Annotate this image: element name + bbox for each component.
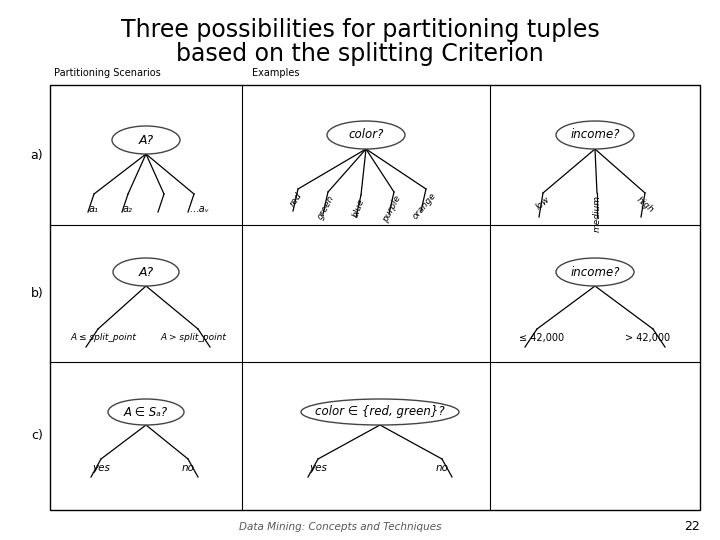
Text: yes: yes bbox=[92, 463, 110, 473]
Text: income?: income? bbox=[570, 129, 620, 141]
Text: color ∈ {red, green}?: color ∈ {red, green}? bbox=[315, 406, 445, 419]
Text: based on the splitting Criterion: based on the splitting Criterion bbox=[176, 42, 544, 66]
Text: purple: purple bbox=[381, 194, 402, 224]
Text: A > split_point: A > split_point bbox=[160, 333, 226, 342]
Text: c): c) bbox=[31, 429, 43, 442]
Text: yes: yes bbox=[309, 463, 327, 473]
Text: green: green bbox=[316, 194, 336, 221]
Ellipse shape bbox=[327, 121, 405, 149]
Ellipse shape bbox=[113, 258, 179, 286]
Ellipse shape bbox=[556, 258, 634, 286]
Text: color?: color? bbox=[348, 129, 384, 141]
Text: 22: 22 bbox=[684, 521, 700, 534]
Text: A ≤ split_point: A ≤ split_point bbox=[70, 333, 136, 342]
Text: high: high bbox=[634, 195, 655, 214]
Text: b): b) bbox=[31, 287, 43, 300]
Text: income?: income? bbox=[570, 266, 620, 279]
Text: Data Mining: Concepts and Techniques: Data Mining: Concepts and Techniques bbox=[239, 522, 441, 532]
Ellipse shape bbox=[556, 121, 634, 149]
Text: > 42,000: > 42,000 bbox=[626, 333, 670, 343]
Text: ≤ 42,000: ≤ 42,000 bbox=[519, 333, 564, 343]
Text: Examples: Examples bbox=[252, 68, 300, 78]
Text: A ∈ Sₐ?: A ∈ Sₐ? bbox=[124, 406, 168, 419]
Ellipse shape bbox=[112, 126, 180, 154]
Text: A?: A? bbox=[138, 266, 153, 279]
Text: a₂: a₂ bbox=[123, 204, 133, 214]
Text: low: low bbox=[534, 195, 552, 212]
Text: blue: blue bbox=[351, 197, 366, 218]
Text: a): a) bbox=[31, 148, 43, 161]
Text: …aᵥ: …aᵥ bbox=[189, 204, 209, 214]
Text: medium: medium bbox=[593, 195, 601, 232]
Text: orange: orange bbox=[410, 191, 438, 221]
Text: no: no bbox=[181, 463, 194, 473]
Text: red: red bbox=[288, 191, 304, 208]
Ellipse shape bbox=[108, 399, 184, 425]
Text: Three possibilities for partitioning tuples: Three possibilities for partitioning tup… bbox=[121, 18, 599, 42]
Text: a₁: a₁ bbox=[89, 204, 99, 214]
Text: A?: A? bbox=[138, 133, 153, 146]
Ellipse shape bbox=[301, 399, 459, 425]
Text: Partitioning Scenarios: Partitioning Scenarios bbox=[54, 68, 161, 78]
Text: no: no bbox=[436, 463, 449, 473]
